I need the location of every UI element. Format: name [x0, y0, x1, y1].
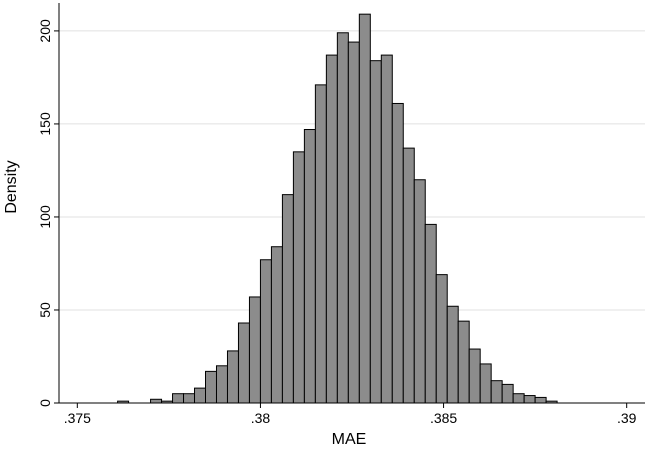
histogram-bar: [336, 32, 349, 404]
histogram-bar: [501, 383, 514, 404]
x-tick-label: .38: [251, 410, 271, 426]
x-tick-label: .39: [617, 410, 637, 426]
histogram-bar: [446, 305, 459, 404]
histogram-bar: [534, 396, 547, 404]
histogram-bar: [150, 398, 163, 404]
histogram-bar: [358, 13, 371, 404]
histogram-bar: [270, 246, 283, 404]
histogram-bar: [512, 393, 525, 404]
x-tick-label: .375: [64, 410, 91, 426]
histogram-bar: [468, 348, 481, 404]
histogram-bar: [402, 147, 415, 404]
histogram-bar: [325, 54, 338, 404]
x-axis-title: MAE: [332, 431, 367, 448]
y-tick-label: 200: [37, 19, 53, 43]
histogram-bar: [413, 179, 426, 404]
y-tick-label: 0: [37, 399, 53, 407]
histogram-bar: [292, 151, 305, 404]
histogram-bar: [237, 322, 250, 404]
histogram-bar: [226, 350, 239, 404]
histogram-bar: [523, 395, 536, 404]
y-tick-label: 50: [37, 302, 53, 318]
y-tick-label: 150: [37, 112, 53, 136]
histogram-bar: [205, 370, 217, 404]
histogram-bar: [369, 60, 382, 404]
histogram-bar: [347, 41, 360, 404]
y-axis-title: Density: [3, 160, 20, 213]
histogram-bar: [424, 223, 437, 404]
histogram-bar: [194, 387, 206, 404]
histogram-bar: [435, 274, 448, 404]
histogram-bar: [215, 365, 228, 404]
y-axis-ticks: 0 50 100 150 200: [37, 19, 59, 407]
histogram-bar: [490, 380, 503, 404]
histogram-bar: [259, 259, 272, 404]
histogram-bar: [314, 84, 327, 404]
histogram-bars: [117, 13, 558, 404]
histogram-bar: [183, 393, 196, 404]
y-tick-label: 100: [37, 205, 53, 229]
axes: [58, 3, 645, 404]
histogram-bar: [457, 320, 470, 404]
x-tick-label: .385: [430, 410, 457, 426]
histogram-bar: [248, 296, 261, 404]
histogram-bar: [479, 363, 492, 404]
histogram-bar: [303, 129, 316, 404]
histogram-bar: [380, 54, 393, 404]
histogram-bar: [172, 393, 185, 404]
histogram-bar: [391, 102, 404, 404]
x-axis-ticks: .375 .38 .385 .39: [64, 403, 637, 426]
histogram-bar: [281, 194, 294, 404]
